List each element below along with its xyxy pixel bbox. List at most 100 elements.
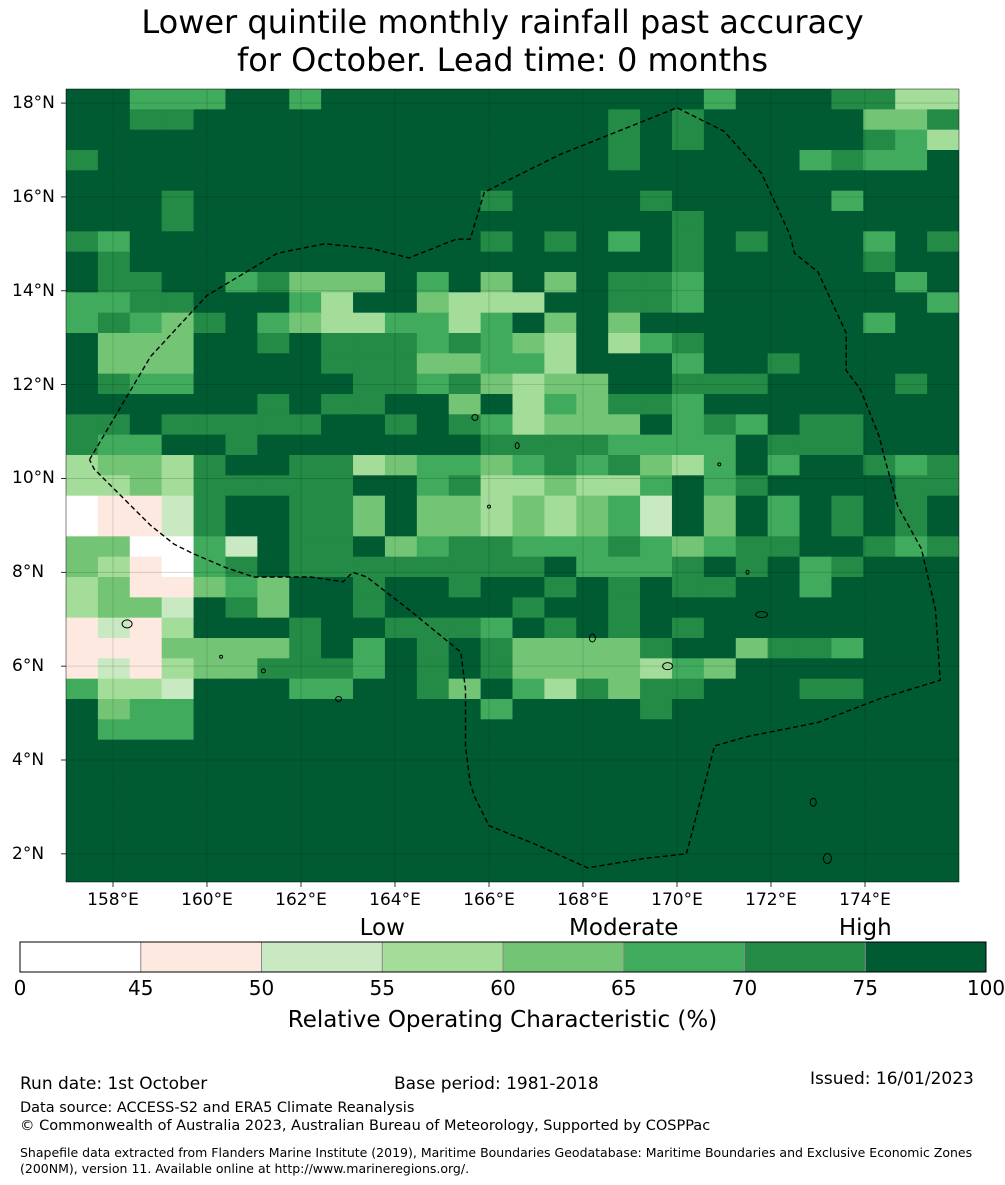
heatmap-cell: [66, 495, 99, 517]
heatmap-cell: [671, 841, 705, 863]
heatmap-cell: [289, 719, 322, 741]
heatmap-cell: [927, 495, 959, 517]
heatmap-cell: [799, 170, 833, 192]
heatmap-cell: [193, 211, 227, 232]
heatmap-cell: [608, 536, 641, 558]
heatmap-cell: [863, 170, 896, 192]
heatmap-cell: [97, 190, 131, 212]
colorbar-tick-label: 65: [611, 976, 637, 1000]
heatmap-cell: [576, 292, 609, 314]
heatmap-cell: [448, 272, 482, 293]
heatmap-cell: [225, 455, 258, 476]
heatmap-cell: [512, 556, 545, 578]
heatmap-cell: [767, 495, 801, 517]
heatmap-cell: [193, 414, 227, 436]
heatmap-cell: [129, 455, 163, 476]
heatmap-cell: [289, 658, 322, 680]
heatmap-cell: [289, 89, 322, 110]
colorbar-segment: [623, 942, 745, 972]
heatmap-cell: [576, 821, 609, 842]
data-source: Data source: ACCESS-S2 and ERA5 Climate …: [20, 1100, 415, 1116]
heatmap-cell: [895, 190, 928, 212]
heatmap-cell: [416, 536, 450, 558]
heatmap-cell: [161, 800, 195, 822]
heatmap-cell: [416, 150, 450, 171]
heatmap-cell: [863, 699, 896, 720]
heatmap-cell: [927, 394, 959, 415]
heatmap-cell: [161, 373, 195, 395]
heatmap-cell: [480, 577, 514, 598]
heatmap-cell: [480, 414, 514, 436]
heatmap-cell: [671, 597, 705, 619]
heatmap-cell: [289, 678, 322, 700]
heatmap-cell: [353, 556, 386, 578]
heatmap-cell: [161, 719, 195, 741]
heatmap-cell: [321, 821, 354, 842]
heatmap-cell: [416, 231, 450, 253]
heatmap-cell: [384, 272, 418, 293]
heatmap-cell: [289, 597, 322, 619]
heatmap-cell: [735, 394, 769, 415]
heatmap-cell: [384, 617, 418, 639]
heatmap-cell: [289, 251, 322, 273]
heatmap-cell: [66, 678, 99, 700]
heatmap-cell: [129, 292, 163, 314]
heatmap-cell: [927, 800, 959, 822]
heatmap-cell: [480, 780, 514, 802]
heatmap-cell: [640, 577, 673, 598]
heatmap-cell: [321, 312, 354, 334]
heatmap-cell: [927, 292, 959, 314]
heatmap-cell: [767, 475, 801, 497]
lon-label: 160°E: [181, 890, 233, 910]
heatmap-cell: [97, 89, 131, 110]
heatmap-cell: [735, 434, 769, 456]
heatmap-cell: [480, 333, 514, 354]
lat-label: 18°N: [12, 93, 55, 114]
heatmap-cell: [353, 516, 386, 537]
heatmap-cell: [129, 89, 163, 110]
heatmap-cell: [480, 292, 514, 314]
heatmap-cell: [97, 394, 131, 415]
heatmap-cell: [576, 516, 609, 537]
heatmap-cell: [544, 353, 577, 375]
heatmap-cell: [799, 760, 833, 781]
heatmap-cell: [831, 597, 864, 619]
heatmap-cell: [289, 577, 322, 598]
heatmap-cell: [384, 760, 418, 781]
heatmap-cell: [576, 739, 609, 761]
heatmap-cell: [927, 719, 959, 741]
heatmap-cell: [576, 333, 609, 354]
heatmap-cell: [576, 272, 609, 293]
heatmap-cell: [353, 89, 386, 110]
heatmap-cell: [703, 821, 737, 842]
heatmap-cell: [416, 353, 450, 375]
heatmap-cell: [321, 292, 354, 314]
heatmap-cell: [97, 353, 131, 375]
heatmap-cell: [193, 272, 227, 293]
heatmap-cell: [257, 394, 290, 415]
heatmap-cell: [416, 475, 450, 497]
heatmap-cell: [799, 556, 833, 578]
lat-label: 10°N: [12, 468, 55, 489]
heatmap-cell: [97, 719, 131, 741]
heatmap-cell: [576, 658, 609, 680]
heatmap-cell: [321, 780, 354, 802]
heatmap-cell: [193, 353, 227, 375]
heatmap-cell: [863, 109, 896, 131]
heatmap-cell: [640, 638, 673, 659]
heatmap-cell: [161, 821, 195, 842]
heatmap-cell: [448, 150, 482, 171]
heatmap-cell: [895, 272, 928, 293]
heatmap-cell: [671, 658, 705, 680]
heatmap-cell: [512, 190, 545, 212]
heatmap-cell: [257, 170, 290, 192]
heatmap-cell: [671, 333, 705, 354]
heatmap-cell: [289, 190, 322, 212]
heatmap-cell: [767, 739, 801, 761]
heatmap-cell: [608, 597, 641, 619]
heatmap-cell: [767, 800, 801, 822]
heatmap-cell: [863, 678, 896, 700]
heatmap-cell: [257, 617, 290, 639]
heatmap-cell: [384, 455, 418, 476]
heatmap-cell: [576, 617, 609, 639]
